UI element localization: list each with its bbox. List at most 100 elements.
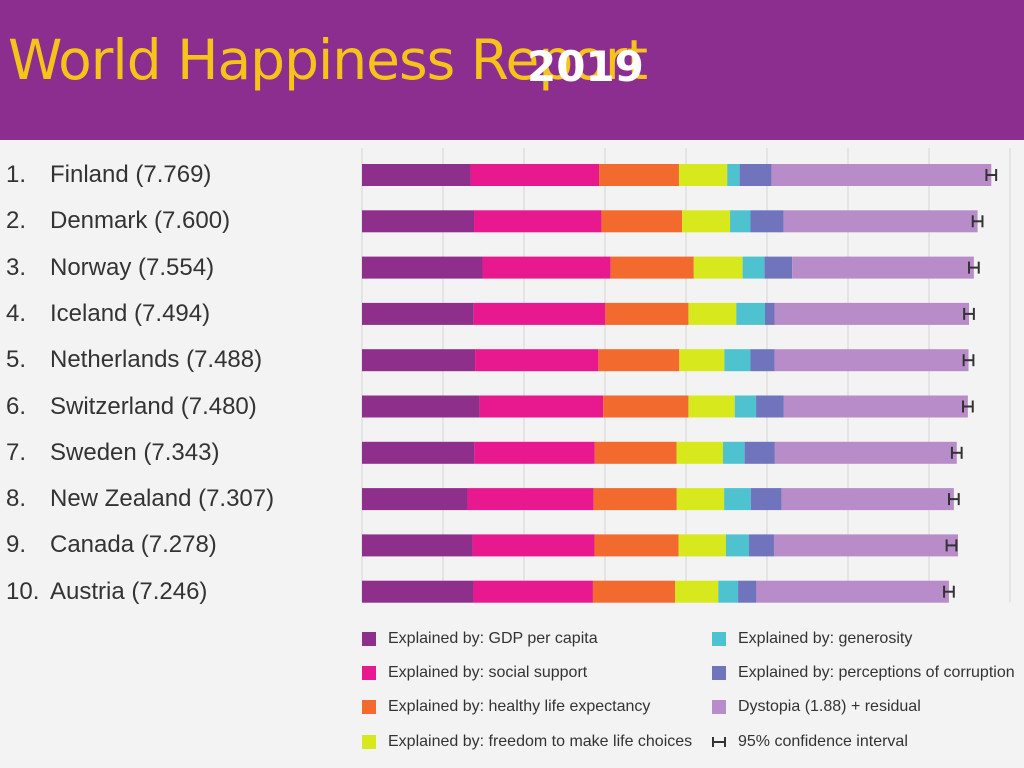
legend-label: 95% confidence interval [738, 733, 908, 750]
confidence-interval-marker [971, 215, 984, 228]
bar-segment [610, 256, 694, 279]
bar-segment [750, 210, 784, 233]
bar-segment [473, 302, 606, 325]
bar-segment [773, 534, 958, 557]
bar-segment [682, 210, 731, 233]
bar-segment [362, 395, 480, 418]
legend-swatch [362, 700, 376, 714]
bar-segment [473, 580, 593, 603]
bar-segment [756, 395, 784, 418]
bar-segment [688, 395, 735, 418]
bar-segment [734, 395, 757, 418]
bar-segment [362, 534, 473, 557]
bar-segment [474, 441, 595, 464]
legend-label: Explained by: freedom to make life choic… [388, 733, 693, 750]
bar-segment [592, 580, 676, 603]
rank-label: 6. [6, 392, 27, 420]
rank-label: 8. [6, 485, 27, 513]
bar-segment [362, 210, 475, 233]
confidence-interval-marker [943, 585, 955, 598]
bar-segment [599, 164, 679, 186]
bar-segment [362, 441, 475, 464]
bar-segment [693, 256, 743, 279]
bar-segment [738, 580, 757, 603]
bar-segment [781, 488, 954, 511]
confidence-interval-marker [962, 400, 974, 413]
legend-label: Explained by: perceptions of corruption [738, 664, 1015, 681]
country-label: Iceland (7.494) [50, 299, 211, 327]
legend-label: Explained by: generosity [738, 630, 913, 647]
bar-segment [362, 164, 471, 186]
bar-segment [594, 534, 679, 557]
bar-segment [475, 349, 599, 372]
rank-label: 2. [6, 207, 27, 235]
bar-segment [598, 349, 680, 372]
bar-segment [678, 534, 726, 557]
page-title: World Happiness Report [8, 28, 648, 92]
bar-segment [676, 441, 724, 464]
country-label: Norway (7.554) [50, 253, 215, 281]
bar-segment [362, 488, 468, 511]
bar-segment [727, 164, 740, 186]
confidence-interval-marker [985, 169, 998, 181]
legend-swatch [712, 666, 726, 680]
bar-segment [362, 349, 476, 372]
bar-segment [362, 580, 474, 603]
bar-segment [749, 534, 774, 557]
legend-label: Explained by: social support [388, 664, 588, 681]
bar-segment [362, 302, 474, 325]
bar-segment [482, 256, 611, 279]
confidence-interval-marker [945, 539, 958, 552]
rank-label: 3. [6, 253, 27, 281]
bar-segment [792, 256, 974, 279]
legend-swatch [712, 632, 726, 646]
confidence-interval-marker [962, 354, 975, 367]
bar-segment [603, 395, 689, 418]
bar-segment [605, 302, 689, 325]
bar-segment [470, 164, 600, 186]
bar-segment [723, 441, 745, 464]
bar-segment [742, 256, 765, 279]
bar-segment [774, 349, 969, 372]
confidence-interval-marker [963, 307, 975, 320]
bar-segment [479, 395, 604, 418]
country-label: Finland (7.769) [50, 161, 212, 188]
bar-segment [675, 580, 719, 603]
bar-segment [724, 488, 751, 511]
country-label: New Zealand (7.307) [50, 485, 275, 513]
bar-segment [750, 488, 782, 511]
rank-label: 5. [6, 346, 27, 374]
legend-label: Explained by: GDP per capita [388, 630, 598, 647]
bar-segment [593, 488, 677, 511]
legend-label: Explained by: healthy life expectancy [388, 698, 651, 715]
bar-segment [362, 256, 483, 279]
country-label: Sweden (7.343) [50, 438, 220, 466]
bar-segment [783, 210, 978, 233]
bar-segment [750, 349, 775, 372]
legend-swatch [362, 735, 376, 749]
rank-label: 10. [6, 577, 40, 605]
header-banner: World Happiness Report 2019 [0, 0, 1024, 140]
bar-segment [771, 164, 992, 186]
bar-segment [601, 210, 683, 233]
bar-segment [774, 441, 957, 464]
rank-label: 7. [6, 438, 27, 466]
legend-swatch [362, 632, 376, 646]
confidence-interval-marker [968, 261, 980, 274]
bar-segment [764, 302, 775, 325]
bar-segment [676, 488, 725, 511]
rank-label: 1. [6, 161, 27, 188]
bar-segment [764, 256, 793, 279]
country-label: Canada (7.278) [50, 531, 217, 559]
country-label: Switzerland (7.480) [50, 392, 257, 420]
bar-segment [472, 534, 595, 557]
bar-segment [774, 302, 970, 325]
country-label: Denmark (7.600) [50, 207, 231, 235]
bar-segment [739, 164, 772, 186]
country-label: Austria (7.246) [50, 577, 208, 605]
bar-segment [725, 534, 750, 557]
bar-segment [736, 302, 765, 325]
confidence-interval-marker [948, 493, 960, 506]
title-year: 2019 [527, 42, 644, 91]
